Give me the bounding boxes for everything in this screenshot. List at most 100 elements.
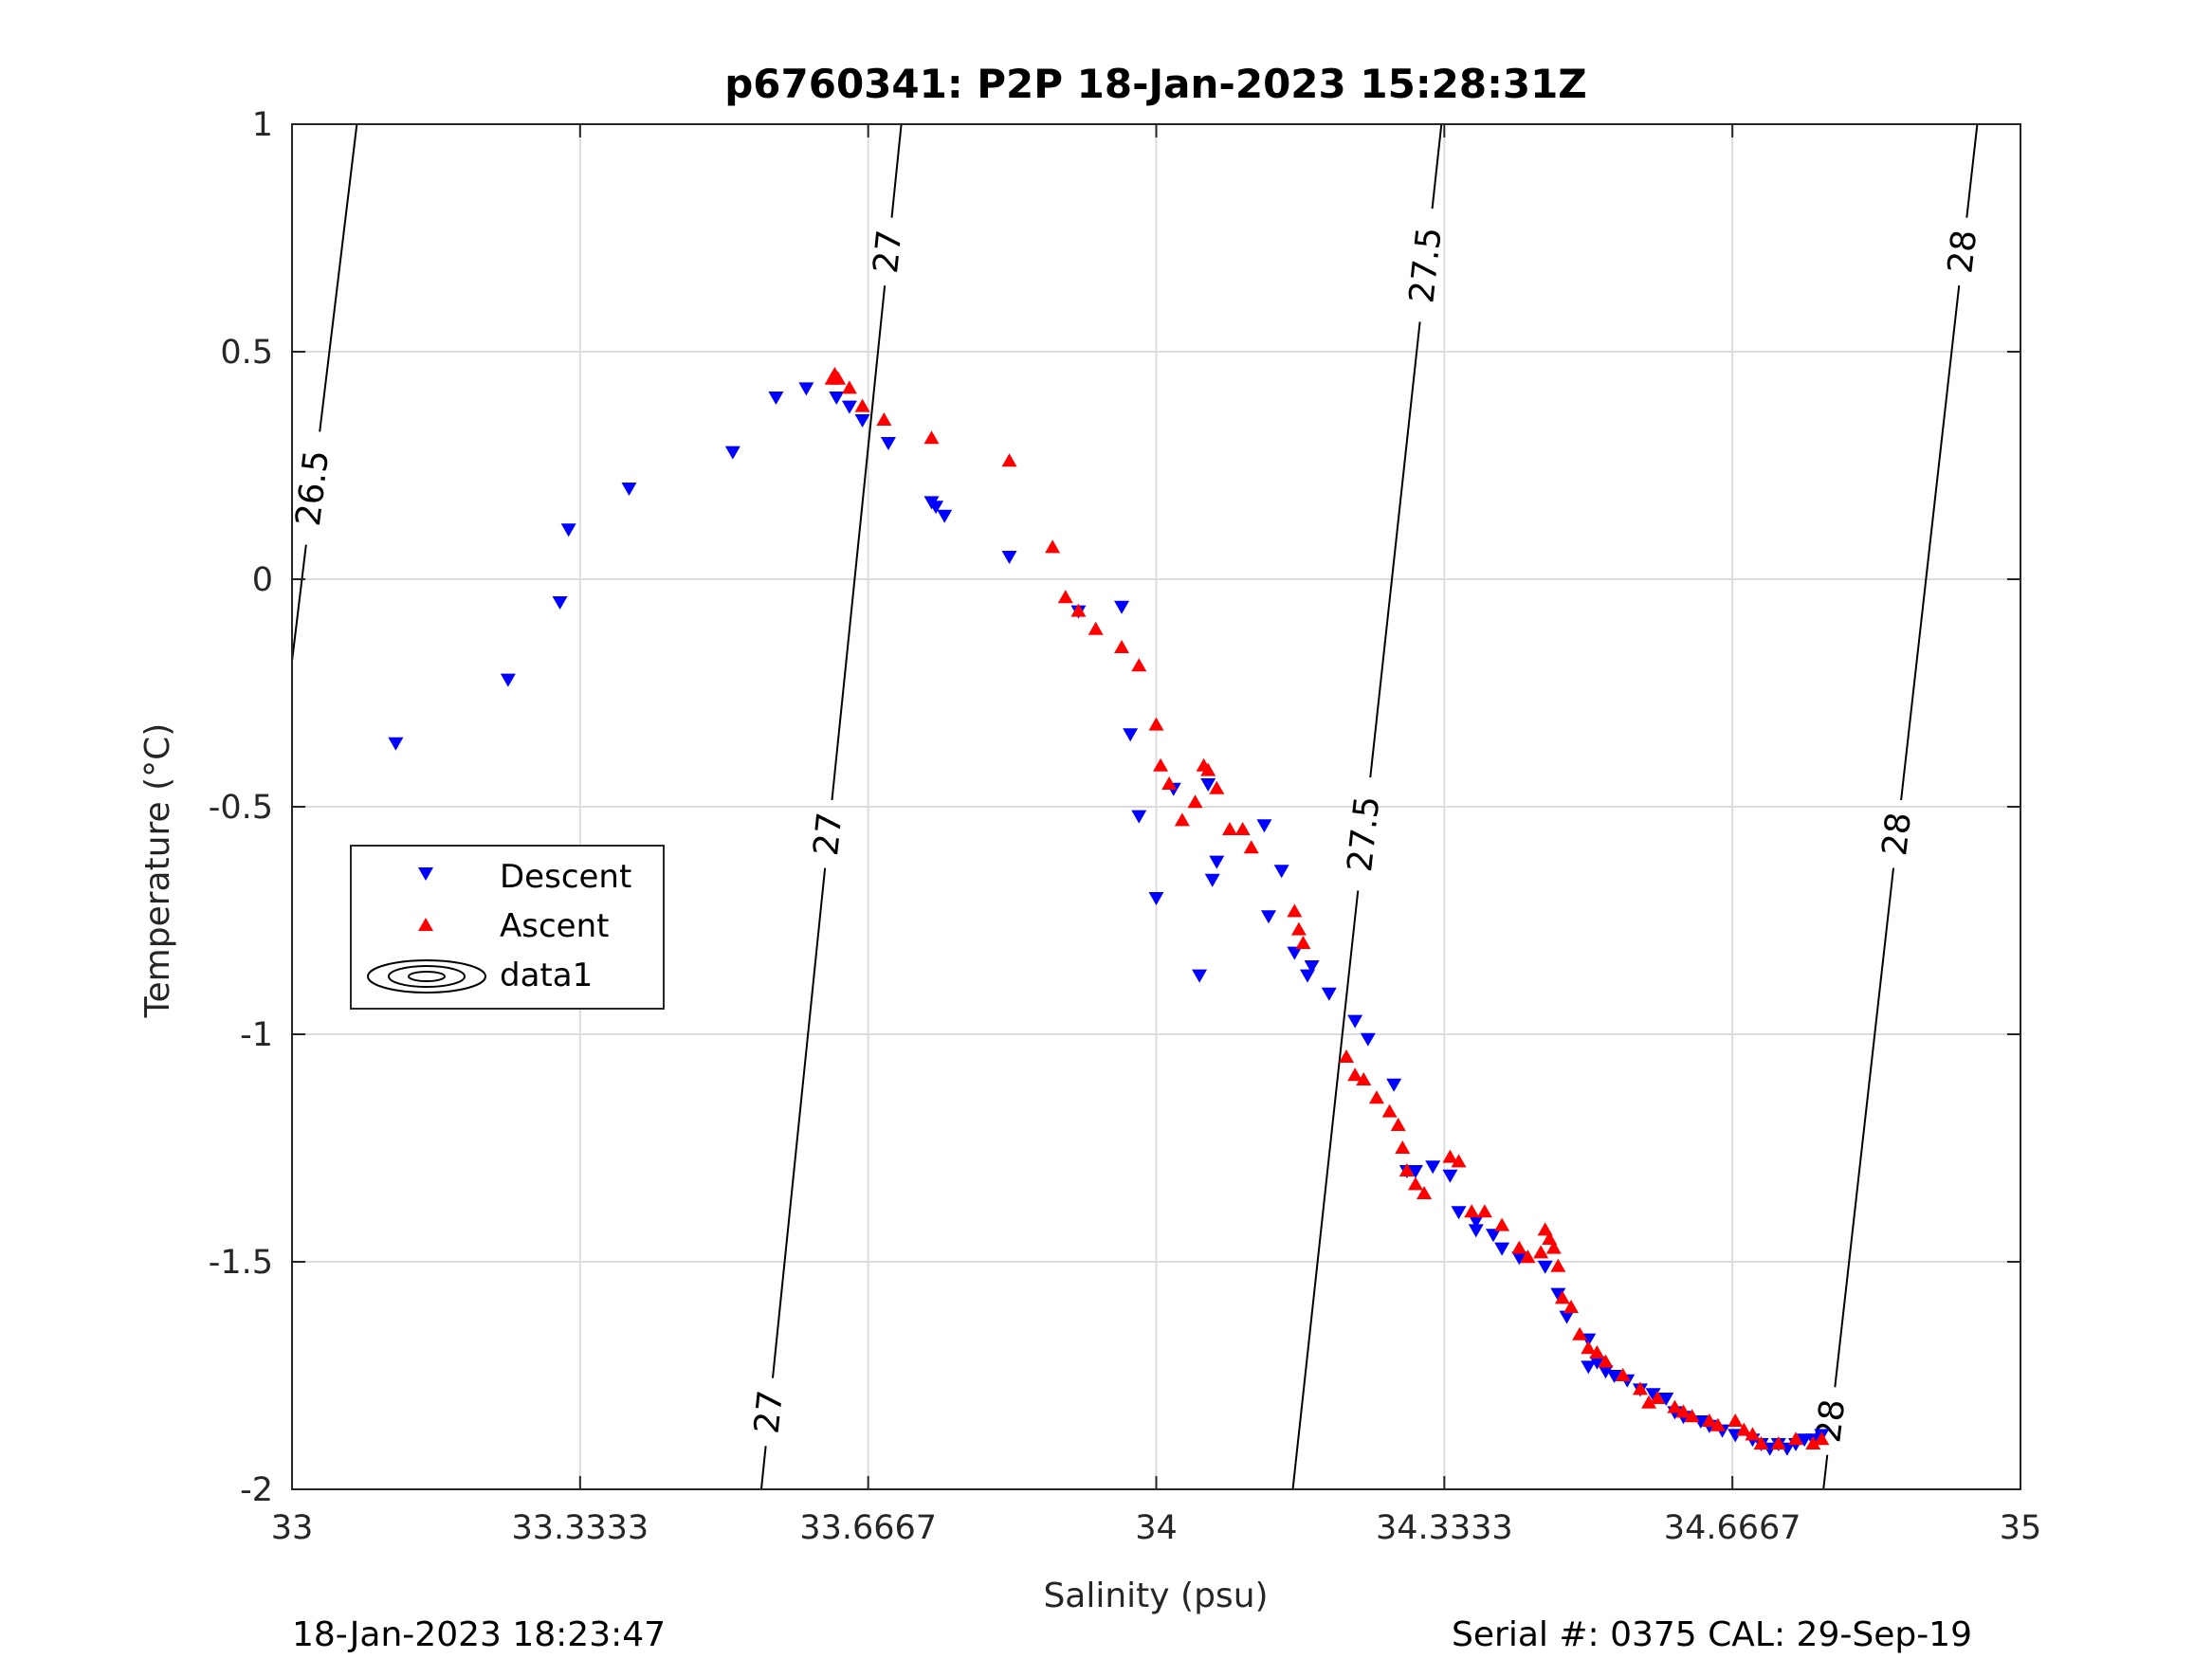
descent-point bbox=[724, 446, 740, 460]
ascent-point bbox=[1650, 1391, 1666, 1404]
ascent-point bbox=[1545, 1240, 1562, 1254]
descent-point bbox=[1209, 855, 1225, 869]
ascent-point bbox=[1581, 1340, 1597, 1355]
contour-label: 27 bbox=[748, 1389, 791, 1436]
x-tick-label: 34 bbox=[1135, 1509, 1178, 1547]
contour-line-segment bbox=[759, 1446, 767, 1490]
contour-line-segment bbox=[771, 867, 827, 1378]
y-tick-label: -1 bbox=[240, 1016, 273, 1054]
y-axis-label: Temperature (°C) bbox=[138, 723, 177, 1019]
footer-timestamp: 18-Jan-2023 18:23:47 bbox=[292, 1615, 666, 1654]
descent-point bbox=[621, 483, 637, 496]
ascent-point bbox=[1675, 1404, 1691, 1418]
descent-point bbox=[1550, 1287, 1566, 1302]
ascent-point bbox=[1550, 1258, 1566, 1272]
ascent-point bbox=[1045, 539, 1061, 554]
descent-point bbox=[1451, 1206, 1467, 1220]
ascent-point bbox=[1114, 640, 1130, 653]
descent-point bbox=[1321, 987, 1337, 1001]
descent-point bbox=[388, 737, 404, 751]
ascent-point bbox=[1753, 1436, 1769, 1449]
contour-line-segment bbox=[1900, 285, 1961, 801]
ascent-point bbox=[1494, 1217, 1510, 1231]
ascent-point bbox=[1537, 1222, 1553, 1236]
descent-point bbox=[1287, 946, 1303, 960]
ascent-point bbox=[1407, 1176, 1423, 1191]
ascent-point bbox=[1589, 1345, 1605, 1358]
ascent-point bbox=[1511, 1240, 1527, 1254]
descent-point bbox=[1407, 1165, 1423, 1178]
contour-line-segment bbox=[1431, 123, 1443, 210]
descent-point bbox=[1260, 910, 1276, 924]
descent-point bbox=[1386, 1078, 1402, 1092]
ascent-point bbox=[923, 430, 940, 445]
descent-point bbox=[1001, 551, 1017, 564]
descent-point bbox=[1114, 600, 1130, 614]
ascent-point bbox=[1395, 1140, 1411, 1154]
descent-point bbox=[1425, 1160, 1441, 1175]
descent-point bbox=[1468, 1224, 1484, 1238]
legend-contour-marker bbox=[367, 959, 486, 994]
chart-title: p6760341: P2P 18-Jan-2023 15:28:31Z bbox=[724, 61, 1587, 107]
ascent-point bbox=[1554, 1290, 1570, 1304]
x-tick-label: 34.6667 bbox=[1664, 1509, 1801, 1547]
footer-serial-cal: Serial #: 0375 CAL: 29-Sep-19 bbox=[1452, 1615, 1972, 1654]
contour-line-segment bbox=[831, 285, 887, 801]
ascent-point bbox=[1287, 903, 1303, 918]
descent-point bbox=[1442, 1169, 1458, 1183]
ascent-point bbox=[1788, 1431, 1804, 1446]
ascent-point bbox=[1464, 1204, 1480, 1218]
ascent-point bbox=[1709, 1417, 1726, 1431]
ascent-point bbox=[1417, 1186, 1433, 1199]
descent-point bbox=[937, 509, 953, 523]
ascent-point bbox=[1563, 1300, 1580, 1313]
contour-line-segment bbox=[319, 123, 358, 432]
descent-point bbox=[552, 596, 568, 610]
descent-point bbox=[1347, 1014, 1363, 1029]
contour-label: 26.5 bbox=[289, 448, 337, 528]
ascent-point bbox=[854, 398, 870, 412]
descent-point bbox=[1581, 1360, 1597, 1375]
contour-line-segment bbox=[291, 544, 307, 662]
ascent-point bbox=[1381, 1103, 1398, 1118]
descent-point bbox=[880, 437, 896, 450]
descent-point bbox=[500, 673, 516, 687]
ascent-point bbox=[1632, 1381, 1648, 1395]
ascent-point bbox=[1736, 1422, 1752, 1436]
legend-ascent-marker bbox=[418, 918, 433, 931]
x-tick-label: 33.3333 bbox=[511, 1509, 649, 1547]
descent-point bbox=[1273, 865, 1289, 879]
descent-point bbox=[1148, 892, 1164, 905]
descent-point bbox=[854, 414, 870, 428]
contour-label: 27 bbox=[867, 228, 909, 276]
x-tick-label: 33 bbox=[271, 1509, 314, 1547]
x-tick-label: 35 bbox=[2000, 1509, 2042, 1547]
y-tick-label: 0 bbox=[252, 561, 273, 599]
ascent-point bbox=[1221, 822, 1237, 835]
descent-point bbox=[798, 382, 814, 396]
ascent-point bbox=[1070, 603, 1087, 617]
contour-label: 27 bbox=[807, 811, 850, 858]
descent-point bbox=[1360, 1032, 1376, 1047]
ascent-point bbox=[1088, 621, 1104, 635]
ascent-point bbox=[1161, 776, 1178, 790]
descent-point bbox=[560, 523, 576, 538]
ascent-point bbox=[1131, 658, 1147, 672]
y-tick-label: -2 bbox=[240, 1471, 273, 1509]
descent-point bbox=[1131, 810, 1147, 824]
descent-point bbox=[1559, 1310, 1575, 1324]
ascent-point bbox=[1641, 1395, 1657, 1409]
legend-descent-label: Descent bbox=[500, 858, 631, 896]
descent-point bbox=[1645, 1388, 1661, 1402]
ascent-point bbox=[1200, 762, 1216, 776]
ascent-point bbox=[841, 380, 857, 394]
contour-line-segment bbox=[1291, 890, 1360, 1490]
descent-point bbox=[1537, 1260, 1553, 1274]
ascent-point bbox=[1728, 1413, 1744, 1427]
ascent-point bbox=[1057, 590, 1073, 604]
ascent-point bbox=[1684, 1409, 1700, 1423]
descent-point bbox=[841, 400, 857, 414]
ascent-point bbox=[1148, 717, 1164, 731]
ascent-point bbox=[1770, 1436, 1786, 1449]
